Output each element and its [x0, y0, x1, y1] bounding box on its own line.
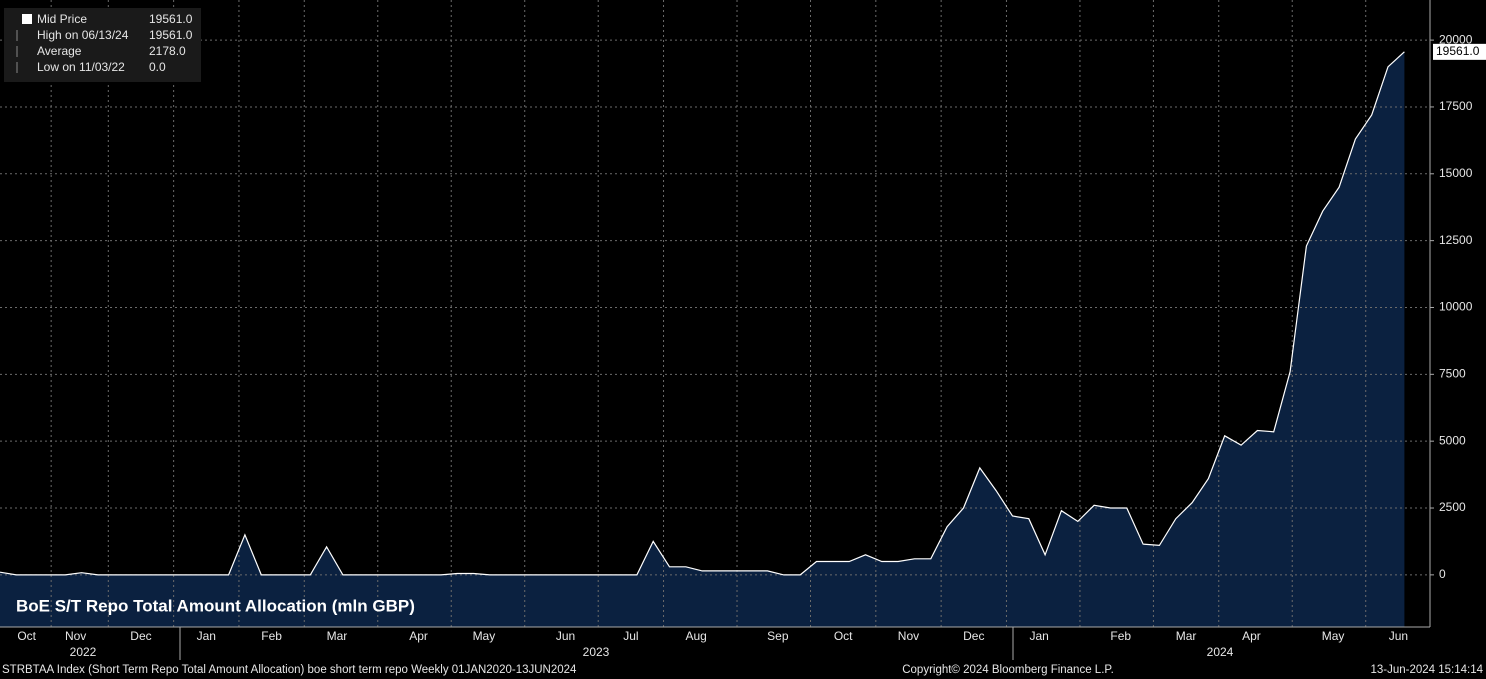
legend-stat-value: 19561.0: [149, 28, 193, 42]
x-tick-label: Jul: [623, 629, 638, 643]
y-tick-label: 17500: [1439, 99, 1473, 113]
footer-right: 13-Jun-2024 15:14:14: [1370, 664, 1483, 676]
legend-stat-value: 0.0: [149, 60, 166, 74]
y-tick-label: 0: [1439, 567, 1446, 581]
x-tick-label: Oct: [834, 629, 853, 643]
x-tick-label: May: [473, 629, 496, 643]
x-tick-label: Jan: [1029, 629, 1048, 643]
legend-label: Mid Price: [37, 12, 87, 26]
last-value-tag: [1433, 43, 1486, 60]
y-tick-label: 12500: [1439, 233, 1473, 247]
y-tick-label: 2500: [1439, 500, 1466, 514]
x-tick-label: Oct: [17, 629, 36, 643]
x-tick-label: Aug: [686, 629, 707, 643]
year-label: 2024: [1207, 645, 1234, 659]
legend-box: [4, 8, 201, 82]
footer-left: STRBTAA Index (Short Term Repo Total Amo…: [2, 664, 577, 676]
x-tick-label: Apr: [409, 629, 428, 643]
x-tick-label: Dec: [963, 629, 984, 643]
x-tick-label: Apr: [1242, 629, 1261, 643]
y-tick-label: 10000: [1439, 300, 1473, 314]
x-tick-label: Mar: [1176, 629, 1197, 643]
year-label: 2022: [70, 645, 97, 659]
year-label: 2023: [583, 645, 610, 659]
line: [0, 51, 1405, 576]
x-tick-label: Nov: [65, 629, 86, 643]
legend-stat-value: 2178.0: [149, 44, 186, 58]
x-tick-label: Dec: [130, 629, 151, 643]
legend-stat-label: Average: [37, 44, 82, 58]
x-tick-label: Sep: [767, 629, 789, 643]
x-tick-label: Jan: [197, 629, 216, 643]
y-tick-label: 7500: [1439, 367, 1466, 381]
x-tick-label: Jun: [1389, 629, 1408, 643]
legend-stat-label: Low on 11/03/22: [37, 60, 125, 74]
legend-stat-label: High on 06/13/24: [37, 28, 129, 42]
x-tick-label: Nov: [898, 629, 919, 643]
plot-area: [0, 0, 1430, 628]
area: [0, 51, 1405, 628]
y-tick-label: 15000: [1439, 166, 1473, 180]
x-tick-label: Jun: [556, 629, 575, 643]
y-tick-label: 20000: [1439, 32, 1473, 46]
x-tick-label: Feb: [261, 629, 282, 643]
x-tick-label: May: [1322, 629, 1345, 643]
legend-value: 19561.0: [149, 12, 193, 26]
x-tick-label: Mar: [327, 629, 348, 643]
y-tick-label: 5000: [1439, 433, 1466, 447]
x-tick-label: Feb: [1110, 629, 1131, 643]
last-value-label: 19561.0: [1436, 44, 1480, 58]
footer-center: Copyright© 2024 Bloomberg Finance L.P.: [902, 664, 1114, 676]
chart-title: BoE S/T Repo Total Amount Allocation (ml…: [16, 596, 415, 615]
legend-swatch: [22, 14, 32, 24]
